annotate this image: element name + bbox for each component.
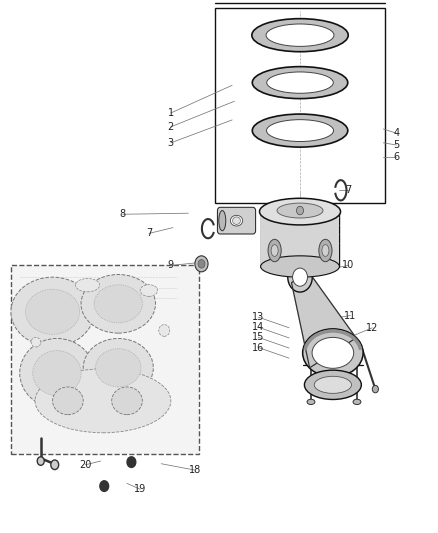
Ellipse shape <box>288 262 312 292</box>
Text: 17: 17 <box>314 384 326 394</box>
Ellipse shape <box>303 329 363 377</box>
Ellipse shape <box>266 120 334 141</box>
Ellipse shape <box>252 67 348 99</box>
Text: 9: 9 <box>168 261 174 270</box>
Text: 15: 15 <box>252 333 265 342</box>
Ellipse shape <box>267 72 333 93</box>
Text: 10: 10 <box>342 261 354 270</box>
Text: 7: 7 <box>146 229 152 238</box>
Ellipse shape <box>314 376 351 393</box>
Text: 6: 6 <box>393 152 399 161</box>
Ellipse shape <box>304 370 361 400</box>
Text: 11: 11 <box>344 311 357 320</box>
Ellipse shape <box>372 385 378 393</box>
Text: 18: 18 <box>189 465 201 475</box>
Text: 7: 7 <box>345 185 351 195</box>
Ellipse shape <box>195 256 208 272</box>
Bar <box>261 212 339 266</box>
Ellipse shape <box>20 338 94 408</box>
Text: 3: 3 <box>168 138 174 148</box>
Text: 20: 20 <box>79 460 92 470</box>
Text: 1: 1 <box>168 108 174 118</box>
Ellipse shape <box>198 260 205 268</box>
Ellipse shape <box>31 337 41 347</box>
Ellipse shape <box>233 217 240 224</box>
Circle shape <box>100 481 109 491</box>
Ellipse shape <box>33 351 81 395</box>
Ellipse shape <box>261 256 339 277</box>
Ellipse shape <box>76 278 100 292</box>
Ellipse shape <box>25 289 80 334</box>
Text: 16: 16 <box>252 343 265 352</box>
Bar <box>215 8 385 203</box>
Text: 2: 2 <box>168 122 174 132</box>
Ellipse shape <box>230 215 243 226</box>
Ellipse shape <box>271 245 278 256</box>
Ellipse shape <box>293 268 307 286</box>
Ellipse shape <box>81 274 155 333</box>
Ellipse shape <box>319 239 332 262</box>
Ellipse shape <box>112 387 142 415</box>
Bar <box>11 265 199 454</box>
Text: 12: 12 <box>366 323 378 333</box>
Ellipse shape <box>11 277 94 346</box>
Ellipse shape <box>268 239 281 262</box>
Text: 4: 4 <box>393 128 399 138</box>
Ellipse shape <box>35 369 171 433</box>
Ellipse shape <box>353 399 361 405</box>
FancyBboxPatch shape <box>217 207 256 234</box>
Text: 19: 19 <box>134 484 146 494</box>
Ellipse shape <box>322 245 329 256</box>
Circle shape <box>51 460 59 470</box>
Ellipse shape <box>95 349 141 387</box>
Ellipse shape <box>83 338 153 397</box>
Ellipse shape <box>252 19 348 52</box>
Text: 13: 13 <box>252 312 265 322</box>
Circle shape <box>37 457 44 465</box>
Ellipse shape <box>252 114 348 147</box>
Circle shape <box>127 457 136 467</box>
Text: 8: 8 <box>120 209 126 219</box>
Ellipse shape <box>94 285 142 323</box>
Ellipse shape <box>219 211 226 231</box>
Text: 14: 14 <box>252 322 265 332</box>
Circle shape <box>297 206 304 215</box>
Text: 5: 5 <box>393 140 399 150</box>
Ellipse shape <box>277 203 323 218</box>
Ellipse shape <box>159 325 170 336</box>
Polygon shape <box>292 272 356 368</box>
Ellipse shape <box>266 24 334 46</box>
Ellipse shape <box>307 399 315 405</box>
Ellipse shape <box>259 198 341 225</box>
Ellipse shape <box>140 285 158 296</box>
Ellipse shape <box>312 337 354 368</box>
Ellipse shape <box>53 387 83 415</box>
